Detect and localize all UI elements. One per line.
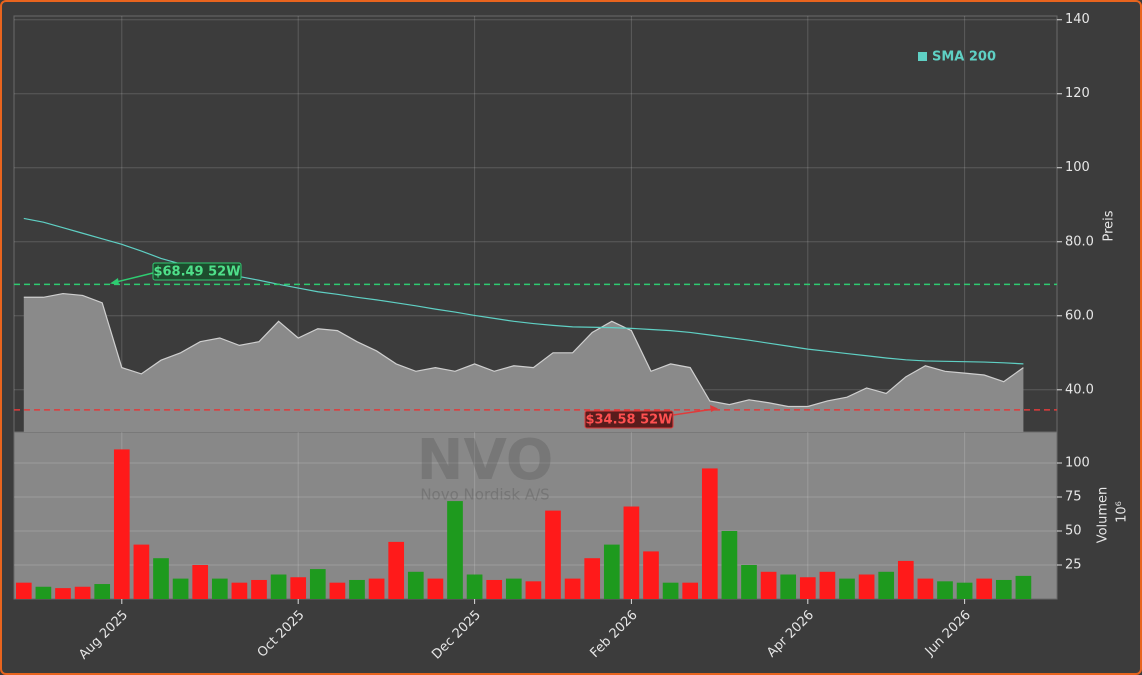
volume-bar — [329, 582, 346, 599]
volume-bar — [368, 578, 385, 599]
high-arrow-head — [110, 278, 119, 285]
grid-layer — [14, 16, 1057, 599]
volume-bar — [701, 468, 718, 599]
legend-label: SMA 200 — [932, 50, 996, 65]
volume-bar — [486, 579, 503, 599]
volume-bar — [878, 571, 895, 599]
volume-bar — [937, 581, 953, 599]
volume-bar — [584, 558, 601, 599]
volume-axis-label: Volumen — [1096, 487, 1111, 544]
y-tick-label: 100 — [1065, 160, 1090, 175]
volume-bar — [917, 578, 934, 599]
volume-bar — [447, 501, 463, 599]
volume-bar — [349, 579, 365, 599]
volume-bar — [721, 531, 738, 599]
volume-bar — [819, 571, 836, 599]
volume-bar — [976, 578, 993, 599]
low-arrow — [672, 408, 715, 416]
volume-bar — [35, 586, 52, 599]
price-line — [23, 292, 1024, 408]
low-arrow-head — [710, 405, 718, 412]
volume-bar — [682, 582, 699, 599]
volume-bar — [995, 579, 1012, 599]
y-tick-label: 40.0 — [1065, 382, 1094, 397]
y-tick-label: 25 — [1065, 558, 1082, 573]
watermark-ticker: NVO — [417, 428, 554, 493]
volume-bar — [427, 578, 444, 599]
volume-bar — [466, 574, 483, 599]
volume-bar — [388, 541, 405, 599]
volume-bar — [897, 560, 914, 599]
y-tick-label: 140 — [1065, 12, 1090, 27]
volume-bar — [113, 449, 130, 599]
y-tick-label: 80.0 — [1065, 234, 1094, 249]
volume-bar — [309, 569, 326, 599]
volume-bar — [643, 551, 659, 599]
high-arrow — [111, 272, 154, 284]
volume-bar — [525, 581, 542, 599]
x-tick-label: Feb 2026 — [588, 608, 641, 661]
y-tick-label: 100 — [1065, 456, 1090, 471]
x-tick-label: Dec 2025 — [429, 608, 484, 663]
x-tick-label: Aug 2025 — [76, 608, 131, 663]
volume-bar — [741, 565, 757, 599]
volume-bar — [505, 578, 522, 599]
y-tick-label: 60.0 — [1065, 308, 1094, 323]
volume-bar — [603, 544, 620, 599]
x-tick-label: Oct 2025 — [255, 608, 308, 661]
volume-bar — [192, 565, 209, 599]
y-tick-label: 120 — [1065, 86, 1090, 101]
volume-bar — [172, 578, 189, 599]
volume-unit: 10⁶ — [1115, 501, 1130, 523]
volume-bar — [94, 584, 111, 599]
volume-bar — [74, 586, 91, 599]
volume-bar — [153, 558, 169, 599]
low-label: $34.58 52W — [585, 413, 672, 428]
low-label-box — [584, 410, 674, 429]
y-tick-label: 50 — [1065, 524, 1082, 539]
volume-bar — [564, 578, 581, 599]
volume-bar — [760, 571, 777, 599]
watermark-name: Novo Nordisk A/S — [420, 486, 549, 504]
volume-bar — [780, 574, 797, 599]
volume-bar — [211, 578, 228, 599]
legend-swatch — [918, 52, 927, 61]
volume-bar — [799, 577, 816, 599]
volume-bar — [545, 510, 561, 599]
volume-bar — [407, 571, 424, 599]
volume-bar — [623, 506, 640, 599]
volume-bar — [15, 582, 32, 599]
volume-bar — [1015, 575, 1032, 599]
volume-bar — [858, 574, 875, 599]
high-label-box — [152, 262, 242, 281]
volume-panel — [13, 431, 1058, 600]
volume-bar — [133, 544, 150, 599]
marks-layer — [14, 217, 1057, 599]
volume-bar — [251, 579, 267, 599]
volume-bar — [956, 582, 973, 599]
x-tick-label: Apr 2026 — [764, 608, 817, 661]
high-label: $68.49 52W — [153, 265, 240, 280]
price-area — [23, 293, 1024, 432]
y-axis-label: Preis — [1102, 210, 1117, 241]
x-tick-label: Jun 2026 — [922, 608, 974, 660]
volume-bar — [839, 578, 855, 599]
volume-bar — [55, 588, 71, 599]
volume-bar — [662, 582, 679, 599]
volume-bar — [231, 582, 248, 599]
y-tick-label: 75 — [1065, 490, 1082, 505]
volume-bar — [270, 574, 287, 599]
volume-bar — [290, 577, 307, 599]
